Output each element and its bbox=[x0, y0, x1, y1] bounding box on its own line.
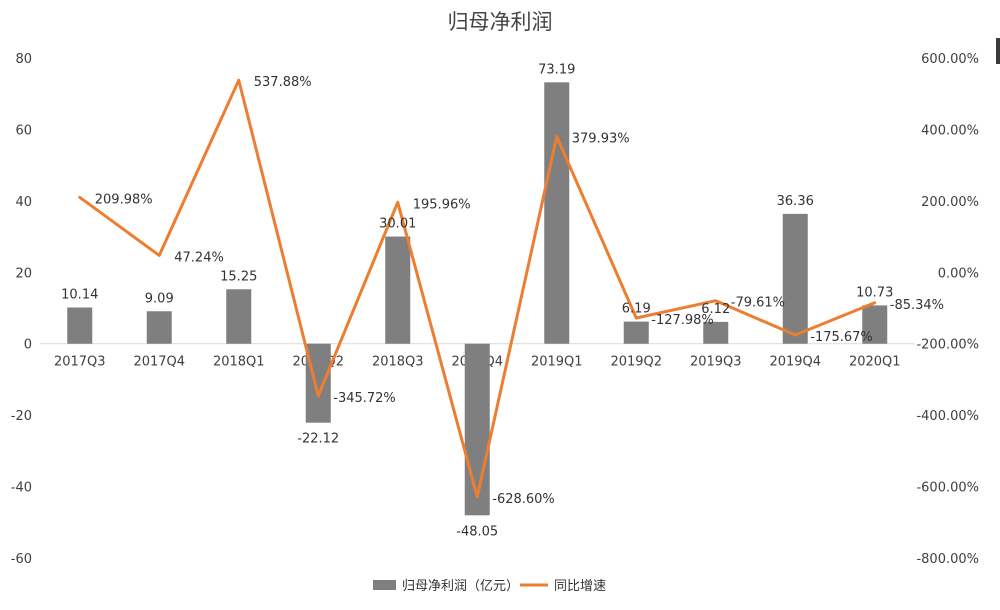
x-axis-tick-label: 2017Q4 bbox=[133, 355, 185, 370]
window-edge-decoration bbox=[996, 38, 1000, 64]
bar-value-label: 6.12 bbox=[701, 302, 730, 317]
bar-value-label: 6.19 bbox=[622, 302, 651, 317]
bar bbox=[385, 236, 411, 344]
right-axis-tick-label: -800.00% bbox=[916, 552, 979, 567]
x-axis-tick-label: 2018Q3 bbox=[372, 355, 424, 370]
x-axis-tick-label: 2018Q1 bbox=[213, 355, 265, 370]
bar bbox=[862, 305, 888, 344]
data-labels: 10.14 9.09 15.25 -22.12 30.01 -48.05 73.19 6.19… bbox=[61, 62, 944, 539]
line-value-label: -127.98% bbox=[651, 313, 714, 328]
legend: 归母净利润（亿元） 同比增速 bbox=[373, 579, 606, 594]
bar bbox=[703, 321, 729, 344]
line-value-label: 379.93% bbox=[572, 132, 630, 147]
bar-value-label: -22.12 bbox=[297, 432, 339, 447]
right-axis-tick-label: -200.00% bbox=[916, 338, 979, 353]
bar bbox=[623, 321, 649, 344]
x-axis-tick-label: 2019Q1 bbox=[531, 355, 583, 370]
series-line bbox=[78, 78, 877, 499]
line-value-label: -79.61% bbox=[731, 296, 785, 311]
right-axis-tick-label: 400.00% bbox=[921, 123, 979, 138]
x-axis-tick-label: 2019Q3 bbox=[690, 355, 742, 370]
right-axis: -800.00% -600.00% -400.00% -200.00% 0.00% 200… bbox=[916, 52, 979, 567]
chart-title: 归母净利润 bbox=[448, 10, 553, 34]
line-value-label: -175.67% bbox=[810, 330, 873, 345]
line-value-label: -345.72% bbox=[333, 391, 396, 406]
left-axis-tick-label: 20 bbox=[15, 266, 32, 281]
left-axis-tick-label: 80 bbox=[15, 52, 32, 67]
right-axis-tick-label: 200.00% bbox=[921, 195, 979, 210]
bar-value-label: 15.25 bbox=[220, 269, 257, 284]
right-axis-tick-label: -600.00% bbox=[916, 481, 979, 496]
left-axis-tick-label: 40 bbox=[15, 195, 32, 210]
x-axis-tick-label: 2020Q1 bbox=[849, 355, 901, 370]
bar bbox=[544, 82, 570, 344]
legend-label-line: 同比增速 bbox=[554, 579, 606, 594]
x-axis-tick-label: 2019Q2 bbox=[610, 355, 662, 370]
right-axis-tick-label: 0.00% bbox=[938, 266, 979, 281]
left-axis-tick-label: -60 bbox=[11, 552, 32, 567]
x-axis-tick-label: 2019Q4 bbox=[769, 355, 821, 370]
bar bbox=[67, 307, 93, 344]
left-axis: -60 -40 -20 0 20 40 60 80 bbox=[11, 52, 32, 567]
line-value-label: 209.98% bbox=[95, 192, 153, 207]
bar-value-label: 10.14 bbox=[61, 288, 98, 303]
x-axis-tick-label: 2017Q3 bbox=[54, 355, 106, 370]
bar-series bbox=[67, 82, 888, 516]
bar-value-label: 9.09 bbox=[145, 291, 174, 306]
bar bbox=[782, 213, 808, 344]
left-axis-tick-label: -20 bbox=[11, 409, 32, 424]
bar-value-label: 10.73 bbox=[856, 285, 893, 300]
right-axis-tick-label: -400.00% bbox=[916, 409, 979, 424]
line-value-label: -85.34% bbox=[890, 298, 944, 313]
line-value-label: 537.88% bbox=[254, 75, 312, 90]
line-series bbox=[78, 78, 877, 499]
left-axis-tick-label: 60 bbox=[15, 123, 32, 138]
legend-label-bar: 归母净利润（亿元） bbox=[402, 579, 519, 594]
bar bbox=[226, 289, 252, 344]
left-axis-tick-label: -40 bbox=[11, 481, 32, 496]
line-value-label: 195.96% bbox=[413, 197, 471, 212]
bar-value-label: -48.05 bbox=[456, 524, 498, 539]
bar bbox=[146, 311, 172, 344]
bar-value-label: 30.01 bbox=[379, 217, 416, 232]
bar-value-label: 36.36 bbox=[777, 194, 814, 209]
left-axis-tick-label: 0 bbox=[24, 338, 32, 353]
line-value-label: -628.60% bbox=[492, 492, 555, 507]
right-axis-tick-label: 600.00% bbox=[921, 52, 979, 67]
bar bbox=[464, 343, 490, 516]
line-value-label: 47.24% bbox=[174, 250, 224, 265]
legend-swatch-bar bbox=[373, 580, 396, 590]
bar-value-label: 73.19 bbox=[538, 62, 575, 77]
